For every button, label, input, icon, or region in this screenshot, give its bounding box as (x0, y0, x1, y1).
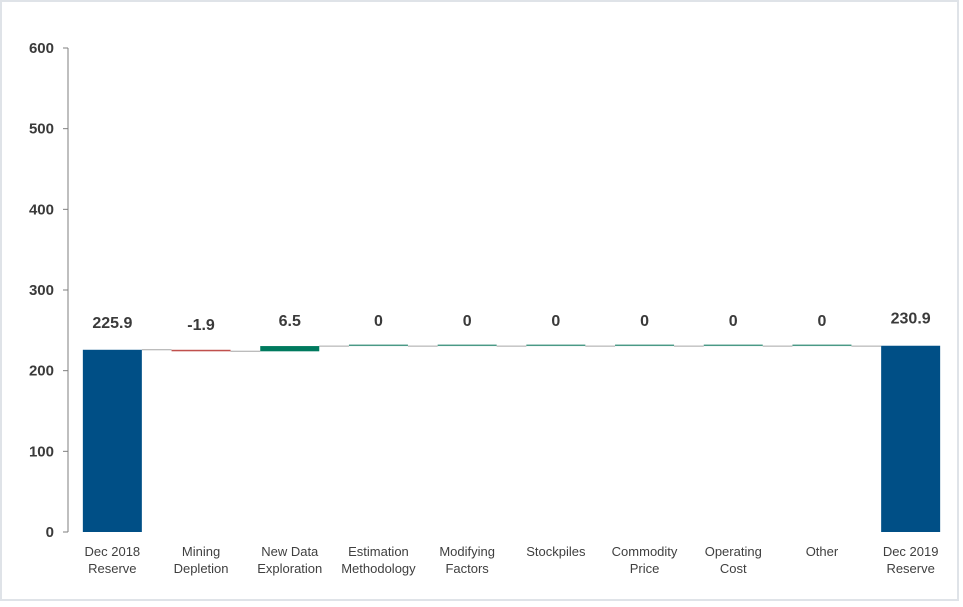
y-tick-label: 200 (29, 363, 54, 380)
data-label: 230.9 (891, 311, 931, 328)
y-tick-label: 400 (29, 201, 54, 218)
connector-lines (141, 345, 882, 352)
bar (792, 344, 852, 347)
bar (348, 344, 408, 347)
x-axis-labels: Dec 2018 Reserve Mining Depletion New Data Ex… (85, 544, 939, 576)
x-tick-label: Dec 2019 (883, 544, 939, 559)
x-tick-label: Depletion (174, 561, 229, 576)
data-label: 6.5 (279, 313, 301, 330)
data-label: 0 (551, 313, 560, 330)
x-tick-label: Mining (182, 544, 220, 559)
x-tick-label: Exploration (257, 561, 322, 576)
data-label: -1.9 (187, 317, 215, 334)
x-tick-label: Price (630, 561, 660, 576)
x-tick-label: Modifying (439, 544, 495, 559)
y-tick-label: 0 (46, 524, 54, 541)
x-tick-label: Commodity (612, 544, 678, 559)
y-tick-label: 500 (29, 121, 54, 138)
data-label: 0 (463, 313, 472, 330)
y-tick-label: 600 (29, 40, 54, 57)
x-tick-label: Stockpiles (526, 544, 586, 559)
x-tick-label: Methodology (341, 561, 416, 576)
bar (526, 344, 586, 347)
data-labels: 225.9 -1.9 6.5 0 0 0 0 0 0 230.9 (92, 311, 930, 334)
x-tick-label: Other (806, 544, 839, 559)
data-label: 225.9 (92, 315, 132, 332)
bar (171, 349, 231, 352)
bar (260, 346, 320, 352)
y-tick-label: 300 (29, 282, 54, 299)
bar (703, 344, 763, 347)
data-label: 0 (374, 313, 383, 330)
x-tick-label: New Data (261, 544, 319, 559)
y-axis: 0 100 200 300 400 500 600 (29, 40, 69, 541)
x-tick-label: Dec 2018 (85, 544, 141, 559)
bar (881, 345, 941, 532)
y-tick-label: 100 (29, 443, 54, 460)
data-label: 0 (640, 313, 649, 330)
data-label: 0 (817, 313, 826, 330)
x-tick-label: Cost (720, 561, 747, 576)
x-tick-label: Estimation (348, 544, 409, 559)
bar (437, 344, 497, 347)
bar (82, 349, 142, 532)
x-tick-label: Reserve (88, 561, 136, 576)
x-tick-label: Operating (705, 544, 762, 559)
x-tick-label: Factors (445, 561, 489, 576)
bar (615, 344, 675, 347)
data-label: 0 (729, 313, 738, 330)
x-tick-label: Reserve (886, 561, 934, 576)
bars (82, 344, 941, 532)
